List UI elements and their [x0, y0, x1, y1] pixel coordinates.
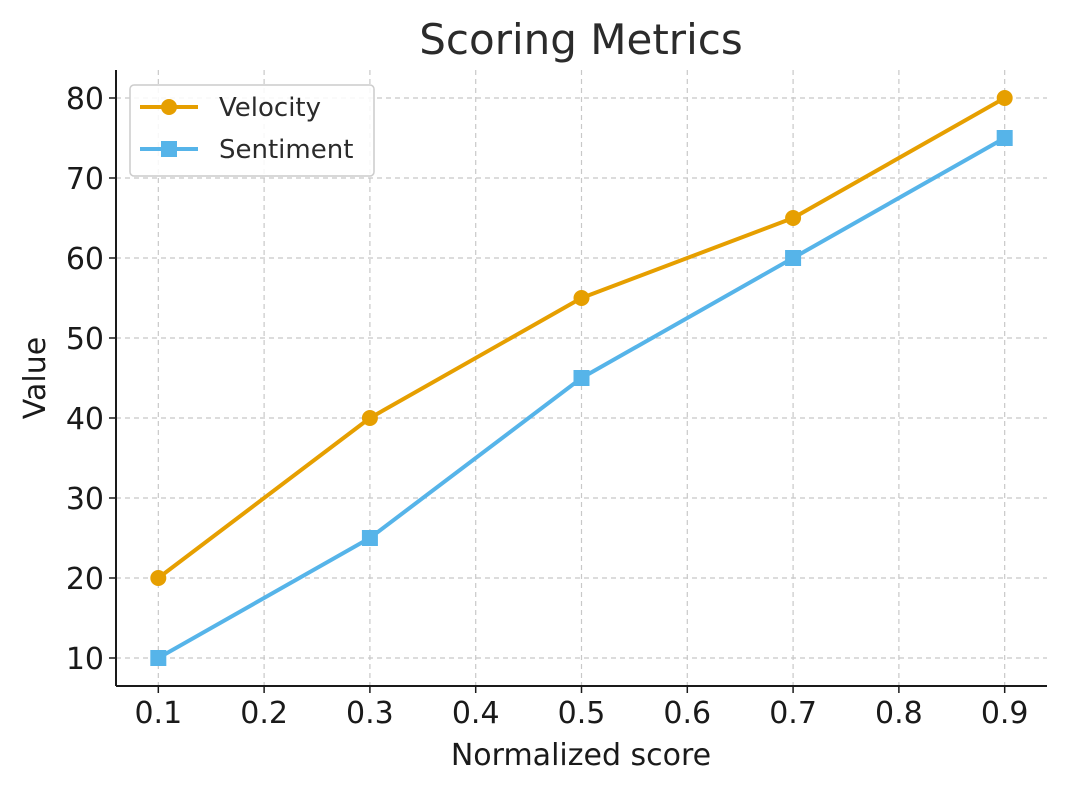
y-tick-label: 30	[66, 482, 104, 517]
legend: Velocity Sentiment	[129, 84, 375, 177]
x-ticks: 0.1 0.2 0.3 0.4 0.5 0.6 0.7 0.8 0.9	[134, 686, 1029, 731]
series-velocity	[150, 90, 1013, 586]
x-tick-label: 0.8	[875, 696, 923, 731]
legend-marker	[161, 99, 177, 115]
x-tick-label: 0.7	[769, 696, 817, 731]
y-tick-label: 70	[66, 162, 104, 197]
legend-label: Sentiment	[219, 135, 353, 165]
legend-items: Velocity Sentiment	[140, 93, 353, 165]
x-tick-label: 0.1	[134, 696, 182, 731]
x-tick-label: 0.4	[452, 696, 500, 731]
data-point	[150, 570, 167, 586]
y-tick-label: 80	[66, 82, 104, 117]
y-tick-label: 40	[66, 402, 104, 437]
y-tick-label: 10	[66, 642, 104, 677]
legend-label: Velocity	[219, 93, 321, 123]
data-point	[996, 130, 1013, 146]
data-point	[361, 530, 378, 546]
x-tick-label: 0.3	[346, 696, 394, 731]
y-tick-label: 60	[66, 242, 104, 277]
legend-item: Sentiment	[140, 135, 353, 165]
data-point	[573, 370, 590, 386]
legend-marker	[161, 141, 177, 157]
y-tick-label: 50	[66, 322, 104, 357]
y-axis-label: Value	[18, 337, 53, 419]
legend-item: Velocity	[140, 93, 321, 123]
x-tick-label: 0.2	[240, 696, 288, 731]
data-point	[361, 410, 378, 426]
data-point	[785, 210, 802, 226]
data-point	[996, 90, 1013, 106]
series-sentiment	[150, 130, 1013, 666]
chart-title: Scoring Metrics	[419, 15, 742, 64]
data-point	[150, 650, 167, 666]
series-layer	[150, 90, 1013, 666]
x-tick-label: 0.9	[981, 696, 1029, 731]
data-point	[573, 290, 590, 306]
y-ticks: 10 20 30 40 50 60 70 80	[66, 82, 116, 677]
x-tick-label: 0.5	[558, 696, 606, 731]
data-point	[785, 250, 802, 266]
x-axis-label: Normalized score	[451, 738, 711, 773]
y-tick-label: 20	[66, 562, 104, 597]
x-tick-label: 0.6	[663, 696, 711, 731]
